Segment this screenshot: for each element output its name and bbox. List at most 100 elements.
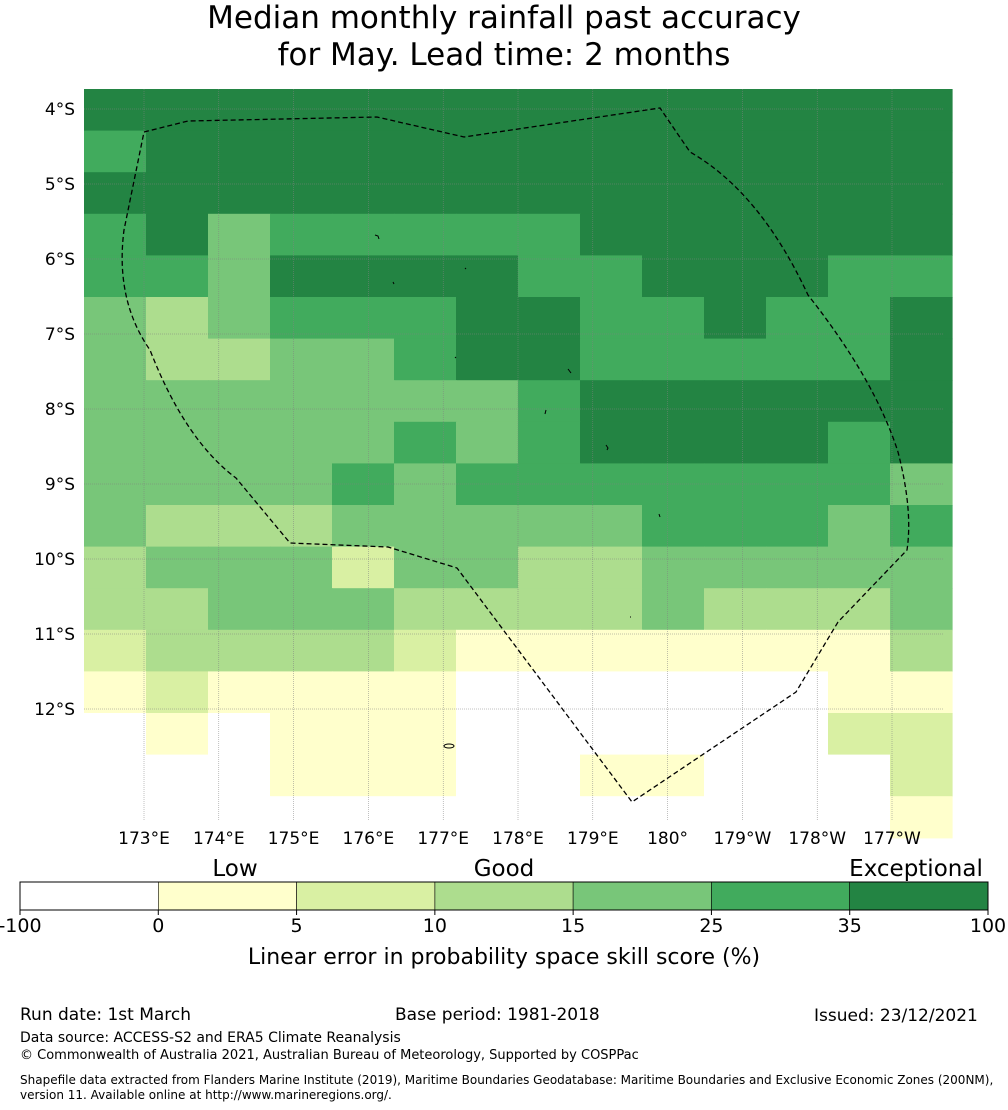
grid-cell: [394, 588, 457, 631]
copyright-notice: © Commonwealth of Australia 2021, Austra…: [20, 1048, 639, 1063]
colorbar-category-labels: Low Good Exceptional: [212, 856, 982, 882]
grid-cell: [270, 796, 333, 839]
grid-cell: [766, 380, 829, 423]
grid-cell: [580, 380, 643, 423]
grid-cell: [208, 255, 271, 298]
longitude-tick-label: 178°E: [492, 829, 544, 849]
grid-cell: [704, 463, 767, 506]
grid-cell: [456, 213, 519, 256]
colorbar-swatches: [19, 881, 989, 911]
grid-cell: [84, 255, 147, 298]
grid-cell: [394, 796, 457, 839]
grid-cell: [766, 297, 829, 340]
grid-cell: [84, 629, 147, 672]
latitude-tick-label: 4°S: [45, 100, 75, 120]
grid-cell: [270, 671, 333, 714]
grid-cell: [146, 130, 209, 173]
grid-cell: [828, 713, 891, 756]
base-period: Base period: 1981-2018: [395, 1005, 600, 1025]
grid-cell: [890, 213, 953, 256]
grid-cell: [704, 546, 767, 589]
grid-cell: [890, 463, 953, 506]
grid-cell: [890, 588, 953, 631]
grid-cell: [394, 213, 457, 256]
grid-cell: [146, 754, 209, 797]
grid-cell: [208, 89, 271, 132]
grid-cell: [642, 172, 705, 215]
grid-cell: [456, 671, 519, 714]
grid-cell: [580, 130, 643, 173]
grid-cell: [766, 796, 829, 839]
grid-cell: [146, 546, 209, 589]
colorbar-swatch: [19, 881, 159, 911]
grid-cell: [394, 380, 457, 423]
grid-cell: [580, 588, 643, 631]
grid-cell: [146, 421, 209, 464]
grid-cell: [146, 629, 209, 672]
grid-cell: [704, 213, 767, 256]
graticule: [84, 89, 944, 820]
map-title-line-1: Median monthly rainfall past accuracy: [207, 0, 801, 36]
grid-cell: [580, 713, 643, 756]
grid-cell: [332, 421, 395, 464]
grid-cell: [766, 338, 829, 381]
grid-cell: [580, 546, 643, 589]
grid-cell: [208, 463, 271, 506]
grid-cell: [456, 463, 519, 506]
grid-cell: [518, 588, 581, 631]
grid-cell: [208, 338, 271, 381]
grid-cell: [766, 713, 829, 756]
grid-cell: [704, 629, 767, 672]
grid-cell: [518, 505, 581, 548]
grid-cell: [84, 380, 147, 423]
longitude-tick-label: 180°: [647, 829, 688, 849]
grid-cell: [208, 796, 271, 839]
islands: [374, 234, 661, 749]
grid-cell: [146, 671, 209, 714]
grid-cell: [766, 463, 829, 506]
grid-cell: [208, 505, 271, 548]
latitude-tick-label: 7°S: [45, 325, 75, 345]
grid-cell: [890, 255, 953, 298]
longitude-tick-label: 178°W: [788, 829, 846, 849]
grid-cell: [84, 713, 147, 756]
grid-cell: [456, 89, 519, 132]
grid-cell: [642, 713, 705, 756]
grid-cell: [270, 713, 333, 756]
grid-cell: [704, 796, 767, 839]
latitude-tick-label: 8°S: [45, 400, 75, 420]
grid-cell: [890, 629, 953, 672]
colorbar-swatch: [158, 881, 297, 911]
grid-cell: [270, 505, 333, 548]
grid-cell: [270, 213, 333, 256]
longitude-tick-label: 177°W: [863, 829, 921, 849]
longitude-tick-label: 176°E: [343, 829, 395, 849]
grid-cell: [146, 89, 209, 132]
latitude-tick-label: 12°S: [34, 700, 75, 720]
grid-cell: [828, 89, 891, 132]
grid-cell: [332, 629, 395, 672]
grid-cell: [766, 588, 829, 631]
grid-cell: [580, 671, 643, 714]
grid-cell: [146, 255, 209, 298]
grid-cell: [828, 588, 891, 631]
run-date: Run date: 1st March: [20, 1005, 192, 1025]
colorbar-category-label: Low: [212, 856, 257, 882]
grid-cell: [394, 255, 457, 298]
grid-cell: [580, 338, 643, 381]
grid-cell: [890, 505, 953, 548]
grid-cell: [642, 796, 705, 839]
grid-cell: [890, 89, 953, 132]
grid-cell: [828, 505, 891, 548]
grid-cell: [146, 463, 209, 506]
grid-cell: [332, 588, 395, 631]
grid-cell: [642, 754, 705, 797]
grid-cell: [270, 172, 333, 215]
colorbar-tick-label: 100: [970, 915, 1006, 937]
longitude-tick-label: 175°E: [268, 829, 320, 849]
grid-cell: [332, 671, 395, 714]
grid-cell: [704, 338, 767, 381]
grid-cell: [146, 505, 209, 548]
grid-cell: [580, 629, 643, 672]
map-title-line-2: for May. Lead time: 2 months: [277, 37, 731, 73]
